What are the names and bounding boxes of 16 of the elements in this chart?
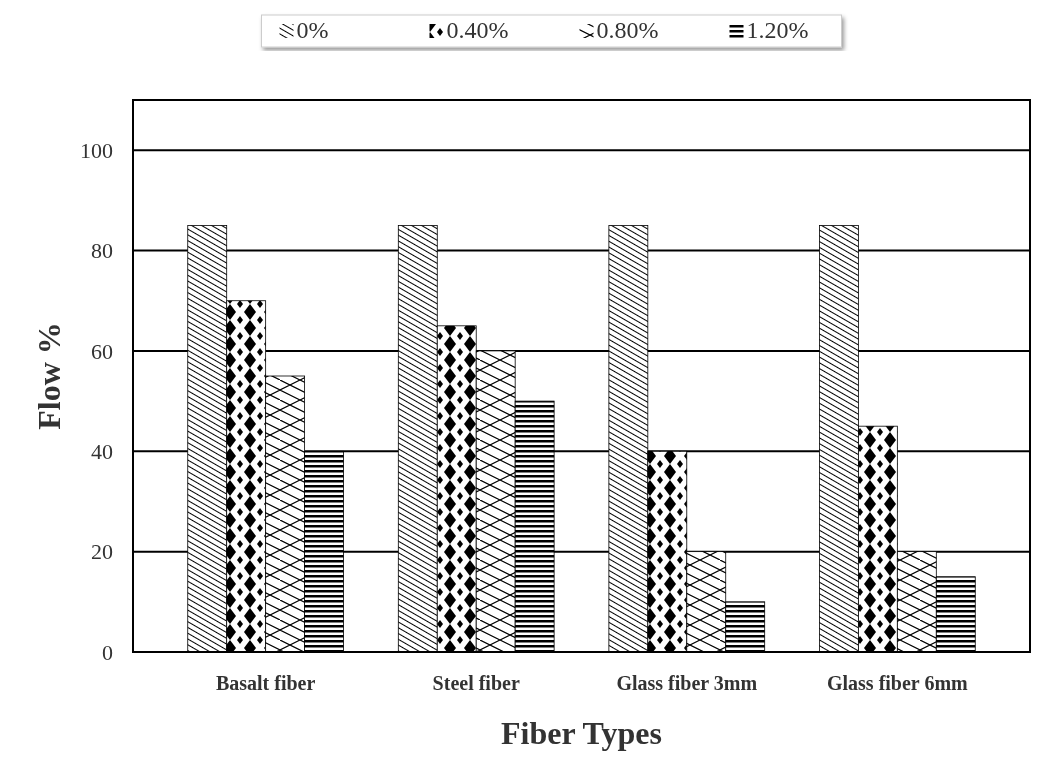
y-tick-label: 100 [80,137,113,163]
y-tick-label: 20 [91,539,113,565]
x-tick-label: Glass fiber 3mm [616,672,758,694]
x-tick-label: Glass fiber 6mm [826,672,969,694]
x-tick-label: Steel fiber [432,672,520,694]
y-tick-label: 80 [91,238,113,264]
y-axis-title: Flow % [31,322,67,430]
legend-label: 0.40% [446,17,509,43]
x-axis-title: Fiber Types [501,715,662,751]
x-tick-label: Basalt fiber [215,672,316,694]
y-tick-label: 60 [91,338,113,364]
legend-label: 1.20% [746,17,809,43]
y-tick-label: 0 [102,639,113,665]
legend-label: 0% [296,17,329,43]
legend-label: 0.80% [596,17,659,43]
y-tick-label: 40 [91,438,113,464]
